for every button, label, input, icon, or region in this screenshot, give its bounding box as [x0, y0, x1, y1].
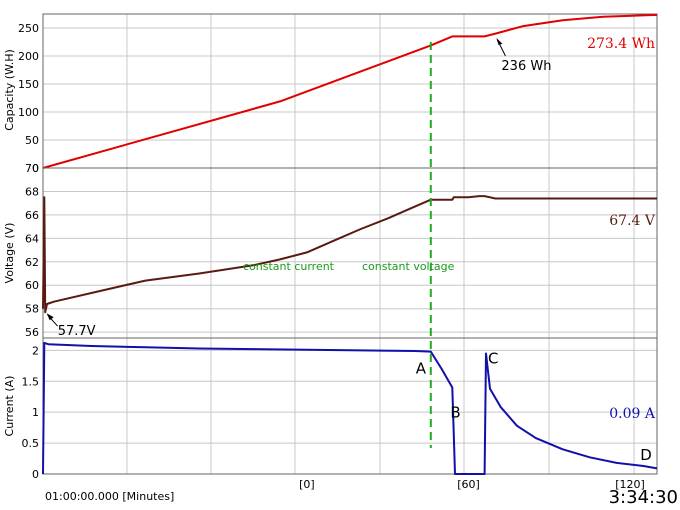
readout-value: 0.09 A [609, 406, 656, 422]
annotation-label: 236 Wh [501, 59, 551, 74]
readout-value: 67.4 V [609, 213, 656, 229]
y-tick-label: 68 [25, 185, 39, 198]
region-label-cc: constant current [243, 260, 335, 273]
readout-value: 273.4 Wh [587, 36, 655, 52]
annotation-arrowhead [46, 313, 54, 321]
annotation-label: 57.7V [58, 324, 96, 339]
panel-frame-0 [42, 13, 658, 169]
y-tick-label: 0.5 [22, 437, 40, 450]
y-tick-label: 66 [25, 209, 39, 222]
y-tick-label: 2 [32, 344, 39, 357]
series-line-0-0 [42, 13, 658, 169]
time-origin-label: 01:00:00.000 [Minutes] [45, 490, 174, 503]
y-axis-title: Current (A) [3, 376, 16, 437]
y-tick-label: 0 [32, 162, 39, 175]
series-line-1-0 [42, 195, 657, 314]
y-axis-title: Voltage (V) [3, 223, 16, 284]
panel-frame-2 [42, 337, 658, 475]
series-line-2-0 [42, 341, 658, 475]
point-label-c: C [488, 349, 498, 367]
y-tick-label: 250 [18, 22, 39, 35]
region-label-cv: constant voltage [362, 260, 455, 273]
panel-frame-1 [42, 167, 658, 339]
y-tick-label: 62 [25, 256, 39, 269]
y-tick-label: 1.5 [22, 375, 40, 388]
y-tick-label: 150 [18, 78, 39, 91]
clock-readout: 3:34:30 [609, 487, 678, 508]
point-label-b: B [450, 403, 460, 421]
y-axis-title: Capacity (W.H) [3, 49, 16, 131]
y-tick-label: 50 [25, 134, 39, 147]
y-tick-label: 56 [25, 326, 39, 339]
y-tick-label: 60 [25, 279, 39, 292]
x-tick-label: [60] [457, 478, 480, 491]
annotation-arrowhead [496, 37, 503, 45]
y-tick-label: 100 [18, 106, 39, 119]
y-tick-label: 0 [32, 468, 39, 481]
y-tick-label: 64 [25, 232, 39, 245]
x-tick-label: [0] [299, 478, 315, 491]
y-tick-label: 70 [25, 162, 39, 175]
y-tick-label: 200 [18, 50, 39, 63]
point-label-a: A [416, 360, 427, 378]
y-tick-label: 1 [32, 406, 39, 419]
y-tick-label: 58 [25, 303, 39, 316]
point-label-d: D [640, 446, 652, 464]
x-tick-label: [120] [615, 478, 645, 491]
